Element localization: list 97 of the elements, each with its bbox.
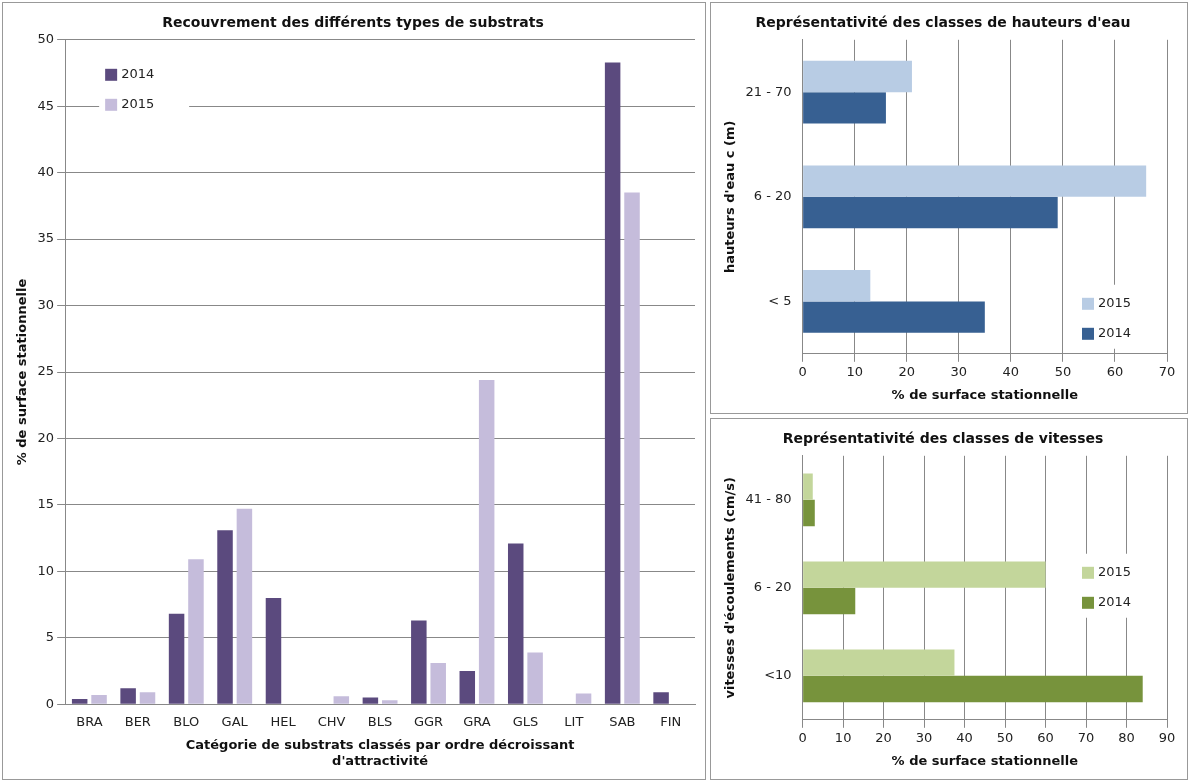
bar <box>478 379 495 704</box>
bar <box>803 587 856 615</box>
legend-label: 2014 <box>121 66 155 82</box>
bar <box>803 92 886 124</box>
bar <box>459 670 476 704</box>
y-tick-label: <10 <box>764 667 792 683</box>
bar <box>604 62 621 704</box>
x-tick-label: 70 <box>1077 729 1095 745</box>
x-axis-title: % de surface stationnelle <box>891 752 1079 768</box>
bar <box>411 620 427 704</box>
y-tick-label: 0 <box>45 695 55 711</box>
legend-label: 2015 <box>1098 564 1132 580</box>
bar <box>803 561 1046 588</box>
x-tick-label: 30 <box>950 363 968 379</box>
y-tick-label: 6 - 20 <box>753 188 792 204</box>
x-tick-label: LIT <box>564 714 584 730</box>
x-tick-label: 50 <box>996 729 1014 745</box>
x-tick-label: 10 <box>846 363 863 379</box>
bar <box>803 675 1143 703</box>
chart-title: Représentativité des classes de hauteurs d'eau <box>755 14 1131 31</box>
y-tick-label: 30 <box>37 296 55 312</box>
bar <box>575 693 592 704</box>
x-tick-label: GGR <box>413 714 444 730</box>
y-tick-label: < 5 <box>768 292 792 308</box>
x-tick-label: GLS <box>512 714 539 730</box>
chart-title: Représentativité des classes de vitesses <box>782 430 1104 447</box>
x-tick-label: FIN <box>660 714 682 730</box>
x-tick-label: CHV <box>317 714 346 730</box>
y-tick-label: 50 <box>37 31 55 47</box>
bar <box>507 543 524 704</box>
bar <box>803 60 912 93</box>
bar <box>803 196 1058 229</box>
bar <box>382 700 398 704</box>
x-tick-label: 20 <box>898 363 916 379</box>
bar <box>91 694 107 704</box>
legend-label: 2015 <box>121 96 155 112</box>
bar <box>333 696 350 704</box>
y-tick-label: 25 <box>37 363 55 379</box>
y-tick-label: 40 <box>37 164 55 180</box>
y-tick-label: 6 - 20 <box>753 579 792 595</box>
bar <box>168 613 185 704</box>
x-tick-label: 50 <box>1054 363 1072 379</box>
y-tick-label: 5 <box>45 629 55 645</box>
chart-title: Recouvrement des différents types de substrats <box>162 14 544 31</box>
legend-label: 2014 <box>1098 594 1132 610</box>
bar <box>120 688 136 704</box>
y-tick-label: 10 <box>37 562 55 578</box>
x-tick-label: 30 <box>915 729 933 745</box>
x-tick-label: 40 <box>956 729 973 745</box>
bar <box>217 530 233 704</box>
x-tick-label: BRA <box>76 714 103 730</box>
bar <box>803 649 955 676</box>
y-tick-label: 35 <box>37 230 55 246</box>
bar <box>803 165 1147 197</box>
bar <box>430 663 446 704</box>
x-axis-title: % de surface stationnelle <box>891 386 1079 402</box>
x-axis-title: Catégorie de substrats classés par ordre décroissant d'attractivité <box>185 736 575 768</box>
bar <box>803 301 985 333</box>
y-tick-label: 21 - 70 <box>745 83 792 99</box>
bar <box>188 559 204 704</box>
x-tick-label: BLS <box>367 714 393 730</box>
bar <box>803 270 871 302</box>
x-tick-label: SAB <box>609 714 636 730</box>
x-tick-label: 40 <box>1002 363 1020 379</box>
bar <box>265 597 282 704</box>
x-tick-label: 70 <box>1158 363 1176 379</box>
bar <box>236 508 253 704</box>
x-tick-label: GRA <box>463 714 491 730</box>
bar <box>624 192 640 704</box>
y-tick-label: 15 <box>37 496 55 512</box>
bar <box>803 499 815 527</box>
y-axis-title: % de surface stationnelle <box>14 278 30 466</box>
x-tick-label: 80 <box>1118 729 1135 745</box>
x-tick-label: 60 <box>1106 363 1124 379</box>
x-tick-label: 10 <box>834 729 852 745</box>
bar <box>653 692 669 704</box>
x-tick-label: HEL <box>270 714 297 730</box>
y-tick-label: 20 <box>37 429 55 445</box>
bar <box>527 652 543 704</box>
x-tick-label: 0 <box>798 729 807 745</box>
bar <box>803 473 813 500</box>
y-axis-title: hauteurs d'eau c (m) <box>722 120 738 274</box>
x-tick-label: GAL <box>221 714 249 730</box>
bar <box>71 698 88 704</box>
x-tick-label: 90 <box>1158 729 1176 745</box>
bar <box>139 692 156 704</box>
y-tick-label: 41 - 80 <box>745 491 792 507</box>
x-tick-label: 20 <box>875 729 892 745</box>
bar <box>362 697 379 704</box>
y-tick-label: 45 <box>37 97 55 113</box>
x-tick-label: 0 <box>798 363 807 379</box>
x-tick-label: BER <box>124 714 151 730</box>
legend-label: 2014 <box>1098 325 1132 341</box>
x-tick-label: BLO <box>173 714 200 730</box>
y-axis-title: vitesses d'écoulements (cm/s) <box>722 477 738 699</box>
legend-label: 2015 <box>1098 295 1132 311</box>
x-tick-label: 60 <box>1037 729 1054 745</box>
